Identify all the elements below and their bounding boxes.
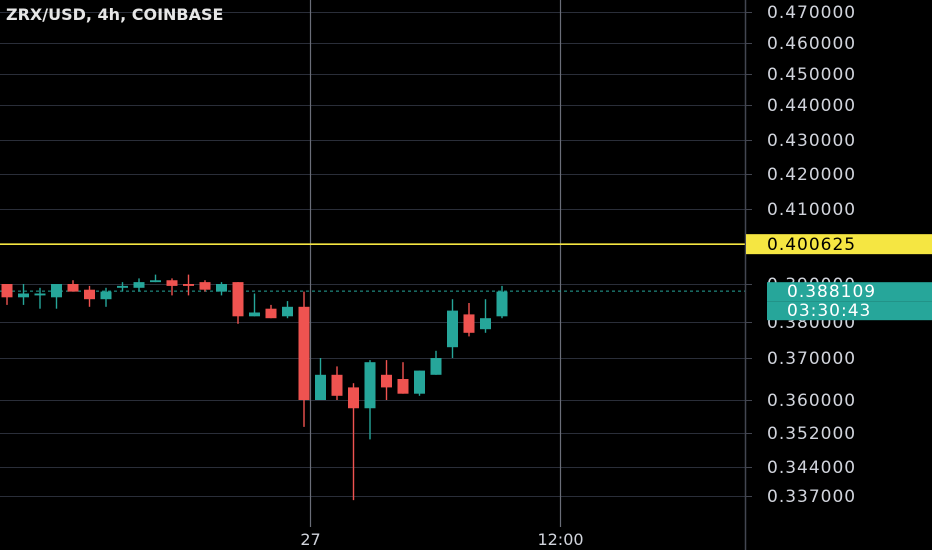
candle[interactable] (34, 287, 46, 309)
countdown-badge-label: 03:30:43 (787, 301, 871, 321)
horizontal-line-layer (0, 243, 745, 292)
price-tick-label[interactable]: 0.410000 (767, 200, 856, 220)
candle[interactable] (397, 362, 409, 394)
candle-body (216, 284, 227, 292)
chart-title: ZRX/USD, 4h, COINBASE (6, 5, 223, 24)
candle[interactable] (51, 284, 62, 309)
candle[interactable] (199, 280, 211, 292)
candle[interactable] (67, 280, 79, 292)
candle-body (496, 291, 508, 317)
candle-body (364, 362, 376, 409)
candle-body (84, 289, 95, 300)
price-tick-label[interactable]: 0.337000 (767, 487, 856, 507)
candle-body (480, 318, 491, 330)
candle[interactable] (84, 285, 95, 307)
candle-body (51, 284, 62, 298)
price-tick-label[interactable]: 0.344000 (767, 458, 856, 478)
candles[interactable] (1, 274, 508, 501)
horizontal-line-badge-label: 0.400625 (767, 235, 856, 255)
countdown-badge (767, 301, 932, 321)
candle[interactable] (166, 278, 178, 296)
candle-body (447, 310, 458, 348)
price-tick-label[interactable]: 0.470000 (767, 3, 856, 23)
last-price-badge (767, 282, 932, 302)
candle[interactable] (381, 360, 392, 400)
candle-body (117, 285, 128, 288)
candle[interactable] (100, 287, 112, 307)
candle[interactable] (463, 303, 475, 337)
price-tick-label[interactable]: 0.460000 (767, 34, 856, 54)
candle[interactable] (1, 284, 13, 305)
time-tick-label[interactable]: 12:00 (537, 530, 583, 549)
candle-body (18, 293, 29, 298)
candle-body (199, 282, 211, 290)
candle[interactable] (447, 299, 458, 358)
candle-body (100, 291, 112, 300)
candle[interactable] (348, 383, 359, 501)
candle-body (1, 284, 13, 298)
candle[interactable] (430, 350, 442, 375)
price-tick-label[interactable]: 0.360000 (767, 391, 856, 411)
candle-body (315, 374, 326, 400)
price-tick-label[interactable]: 0.440000 (767, 96, 856, 116)
candle-body (331, 374, 343, 396)
candle-body (298, 306, 310, 400)
candle-body (265, 308, 277, 319)
candle-body (414, 370, 425, 394)
candle[interactable] (18, 284, 29, 305)
candle[interactable] (282, 301, 293, 319)
candle-body (348, 387, 359, 409)
candle[interactable] (133, 278, 145, 292)
candle[interactable] (480, 299, 491, 333)
candle-body (34, 293, 46, 296)
candle-body (249, 312, 260, 317)
price-tick-label[interactable]: 0.420000 (767, 165, 856, 185)
candle-body (430, 358, 442, 375)
candle-body (463, 314, 475, 333)
price-tick-label[interactable]: 0.370000 (767, 349, 856, 369)
price-tick-label[interactable]: 0.430000 (767, 131, 856, 151)
candle[interactable] (232, 282, 244, 324)
candle[interactable] (183, 274, 194, 296)
candle-body (183, 284, 194, 286)
candle-body (166, 280, 178, 286)
candle[interactable] (265, 304, 277, 319)
candle[interactable] (414, 370, 425, 396)
candle[interactable] (150, 274, 161, 283)
candle[interactable] (216, 282, 227, 296)
last-price-badge-label: 0.388109 (787, 282, 876, 302)
candle[interactable] (315, 358, 326, 400)
candle-body (67, 284, 79, 292)
candle[interactable] (364, 360, 376, 440)
candle-body (232, 282, 244, 317)
horizontal-line-badge (746, 234, 932, 255)
candle[interactable] (117, 282, 128, 292)
candle[interactable] (496, 285, 508, 319)
candle[interactable] (331, 366, 343, 400)
price-tick-label[interactable]: 0.352000 (767, 424, 856, 444)
candle-body (381, 374, 392, 388)
vertical-marker-lines (309, 0, 562, 527)
candle-body (150, 280, 161, 283)
time-tick-label[interactable]: 27 (300, 530, 320, 549)
candle-body (282, 306, 293, 317)
time-axis-ticks[interactable]: 27 12:00 (300, 530, 583, 549)
price-tick-label[interactable]: 0.450000 (767, 65, 856, 85)
candle-body (133, 282, 145, 288)
candle[interactable] (249, 293, 260, 317)
candle[interactable] (298, 291, 310, 427)
candle-body (397, 379, 409, 394)
